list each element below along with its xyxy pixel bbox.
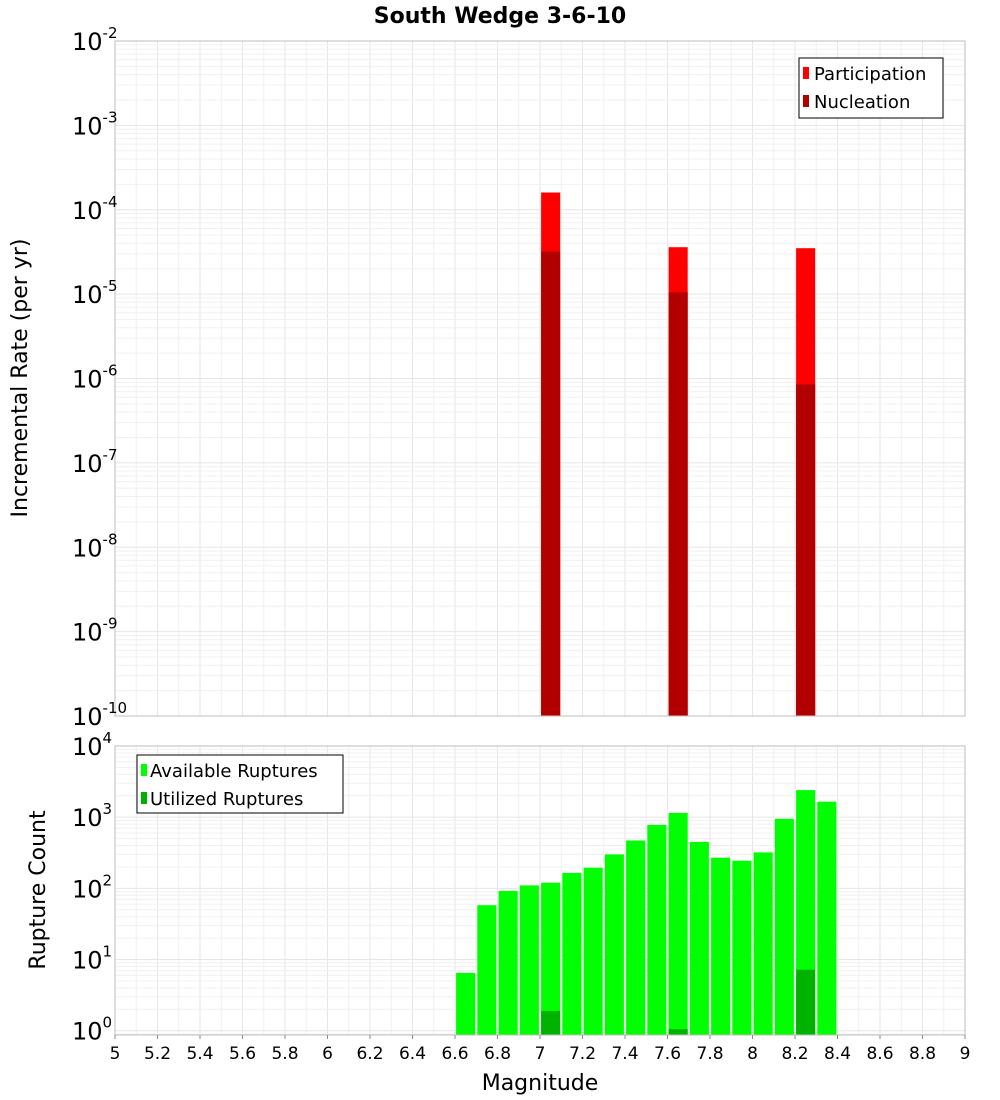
count-y-axis-label: Rupture Count bbox=[26, 810, 51, 970]
x-axis-label: Magnitude bbox=[482, 1071, 599, 1096]
count-bar-available-ruptures bbox=[477, 905, 497, 1035]
rate-legend-box bbox=[798, 57, 944, 119]
chart-title: South Wedge 3-6-10 bbox=[374, 4, 626, 29]
rate-y-axis-label: Incremental Rate (per yr) bbox=[8, 239, 33, 518]
count-bar-available-ruptures bbox=[732, 860, 752, 1035]
count-bar-available-ruptures bbox=[583, 867, 603, 1035]
count-x-tick-label: 6.4 bbox=[399, 1044, 426, 1064]
text-layer: South Wedge 3-6-10 Incremental Rate (per… bbox=[8, 4, 626, 1096]
count-x-tick-label: 8.6 bbox=[866, 1044, 893, 1064]
count-bar-available-ruptures bbox=[541, 882, 561, 1035]
count-y-tick-label: 101 bbox=[72, 943, 112, 975]
count-bar-utilized-ruptures bbox=[668, 1029, 688, 1035]
bars-layer bbox=[456, 192, 837, 1035]
count-x-tick-label: 6 bbox=[322, 1044, 333, 1064]
grid-layer bbox=[114, 41, 966, 1035]
legend-swatch-nucleation bbox=[803, 95, 809, 107]
count-x-tick-label: 7.2 bbox=[569, 1044, 596, 1064]
count-bar-available-ruptures bbox=[456, 972, 476, 1035]
count-y-tick-label: 103 bbox=[72, 800, 112, 832]
rate-plot-area bbox=[114, 40, 966, 717]
count-x-tick-label: 8.2 bbox=[781, 1044, 808, 1064]
legend-label-nucleation: Nucleation bbox=[814, 92, 910, 113]
count-bar-available-ruptures bbox=[626, 840, 646, 1035]
count-legend: Available Ruptures Utilized Ruptures bbox=[136, 754, 344, 814]
legend-label-utilized-ruptures: Utilized Ruptures bbox=[150, 789, 303, 810]
count-x-tick-label: 8 bbox=[747, 1044, 758, 1064]
rate-y-tick-label: 10-9 bbox=[72, 615, 118, 647]
legend-swatch-available-ruptures bbox=[141, 764, 147, 776]
rate-y-tick-label: 10-5 bbox=[72, 277, 118, 309]
count-bar-available-ruptures bbox=[711, 857, 731, 1035]
count-x-tick-label: 6.6 bbox=[441, 1044, 468, 1064]
count-x-tick-label: 6.2 bbox=[356, 1044, 383, 1064]
count-y-tick-label: 102 bbox=[72, 871, 112, 903]
count-x-tick-label: 5.2 bbox=[144, 1044, 171, 1064]
rate-y-tick-label: 10-2 bbox=[72, 24, 118, 56]
rate-bar-nucleation bbox=[796, 384, 816, 716]
count-bar-available-ruptures bbox=[562, 872, 582, 1035]
count-bar-available-ruptures bbox=[498, 890, 518, 1035]
count-bar-utilized-ruptures bbox=[796, 969, 816, 1035]
count-y-tick-label: 100 bbox=[72, 1014, 112, 1046]
rate-bar-nucleation bbox=[541, 251, 561, 716]
count-y-tick-label: 104 bbox=[72, 729, 112, 761]
count-bar-available-ruptures bbox=[774, 818, 794, 1035]
count-bar-available-ruptures bbox=[604, 854, 624, 1035]
count-x-tick-label: 5.6 bbox=[229, 1044, 256, 1064]
legend-label-participation: Participation bbox=[814, 64, 926, 85]
count-legend-box bbox=[136, 754, 344, 814]
count-x-tick-label: 5.4 bbox=[186, 1044, 213, 1064]
count-bar-available-ruptures bbox=[753, 852, 773, 1035]
rate-y-tick-label: 10-7 bbox=[72, 446, 118, 478]
rate-y-tick-label: 10-4 bbox=[72, 193, 118, 225]
count-x-tick-label: 7.4 bbox=[611, 1044, 638, 1064]
rate-bar-nucleation bbox=[668, 292, 688, 716]
count-x-tick-label: 7 bbox=[535, 1044, 546, 1064]
rate-y-tick-label: 10-10 bbox=[72, 699, 127, 731]
count-bar-available-ruptures bbox=[647, 824, 667, 1035]
legend-swatch-participation bbox=[803, 67, 809, 79]
count-x-tick-label: 7.6 bbox=[654, 1044, 681, 1064]
count-bar-available-ruptures bbox=[689, 841, 709, 1035]
rate-y-tick-label: 10-3 bbox=[72, 108, 118, 140]
count-x-tick-label: 8.4 bbox=[824, 1044, 851, 1064]
count-bar-available-ruptures bbox=[668, 812, 688, 1035]
count-x-tick-label: 6.8 bbox=[484, 1044, 511, 1064]
count-x-tick-label: 7.8 bbox=[696, 1044, 723, 1064]
count-bar-utilized-ruptures bbox=[541, 1010, 561, 1035]
legend-layer: Participation Nucleation Available Ruptu… bbox=[136, 57, 944, 814]
rate-y-tick-label: 10-8 bbox=[72, 530, 118, 562]
count-bar-available-ruptures bbox=[817, 801, 837, 1035]
count-x-tick-label: 5 bbox=[110, 1044, 121, 1064]
count-x-tick-label: 9 bbox=[960, 1044, 971, 1064]
ticks-layer: 10-10 10-9 10-8 10-7 10-6 10-5 10-4 10-3 10-2 100… bbox=[72, 24, 970, 1064]
count-x-tick-label: 5.8 bbox=[271, 1044, 298, 1064]
count-x-tick-label: 8.8 bbox=[909, 1044, 936, 1064]
legend-swatch-utilized-ruptures bbox=[141, 792, 147, 804]
count-bar-available-ruptures bbox=[519, 885, 539, 1035]
rate-y-tick-label: 10-6 bbox=[72, 362, 118, 394]
legend-label-available-ruptures: Available Ruptures bbox=[150, 761, 318, 782]
rate-legend: Participation Nucleation bbox=[798, 57, 944, 119]
